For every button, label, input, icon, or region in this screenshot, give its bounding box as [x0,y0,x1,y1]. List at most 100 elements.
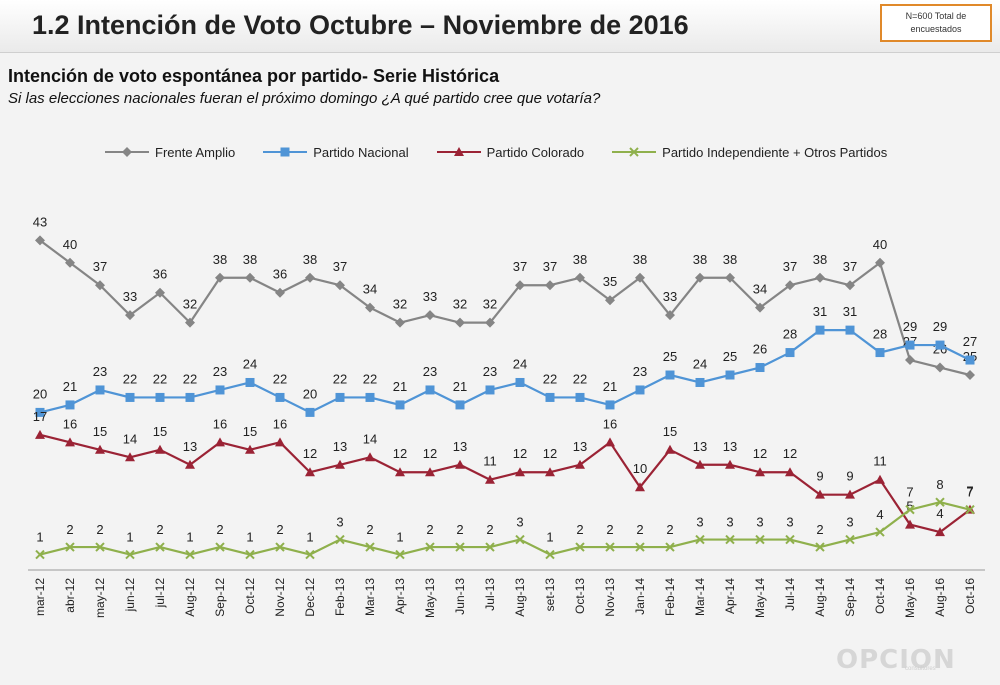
data-label: 11 [483,454,497,469]
x-tick-label: May-16 [903,578,917,618]
legend-item-partido-colorado: Partido Colorado [436,145,584,160]
data-label: 13 [333,439,347,454]
data-point-x [65,542,75,552]
data-label: 13 [573,439,587,454]
data-label: 16 [213,416,227,431]
data-label: 2 [636,522,643,537]
data-label: 4 [936,506,943,521]
data-point-square [965,355,975,365]
data-point-x [695,534,705,545]
data-point-diamond [455,317,465,328]
data-point-diamond [245,272,255,283]
data-label: 13 [723,439,737,454]
x-tick-label: May-13 [423,578,437,618]
data-point-diamond [95,280,105,291]
legend-item-frente-amplio: Frente Amplio [105,145,235,160]
data-point-triangle [305,467,315,477]
data-label: 37 [333,259,347,274]
data-label: 7 [966,484,973,499]
data-point-triangle [125,452,135,462]
data-point-x [125,549,135,560]
data-label: 3 [726,515,733,530]
data-label: 3 [516,515,523,530]
data-point-triangle [455,459,465,469]
data-point-square [125,392,135,402]
data-point-diamond [665,310,675,321]
data-label: 13 [693,439,707,454]
data-label: 37 [513,259,527,274]
data-point-diamond [965,370,975,380]
data-label: 16 [63,416,77,431]
data-label: 14 [363,431,377,446]
data-point-square [665,370,675,380]
data-label: 24 [513,356,527,371]
data-label: 1 [306,530,313,545]
x-tick-label: Dec-12 [303,578,317,617]
data-label: 2 [66,522,73,537]
data-point-triangle [335,459,345,469]
data-label: 27 [963,334,977,349]
data-point-diamond [185,317,195,328]
data-point-triangle [275,437,285,447]
data-point-diamond [635,272,645,283]
data-point-square [35,407,45,417]
data-label: 22 [363,371,377,386]
data-label: 2 [96,522,103,537]
data-label: 32 [183,297,197,312]
data-label: 12 [303,446,317,461]
data-point-diamond [935,362,945,373]
data-point-diamond [875,257,885,268]
data-label: 22 [543,371,557,386]
data-point-square [245,377,255,387]
data-point-square [305,407,315,417]
data-label: 23 [423,364,437,379]
data-point-square [695,377,705,387]
data-label: 34 [753,282,767,297]
data-point-x [305,549,315,560]
x-tick-label: Jan-14 [633,578,647,615]
data-point-triangle [635,482,645,492]
data-point-square [95,385,105,395]
data-point-x [635,542,645,552]
data-point-diamond [395,317,405,328]
data-point-square [275,392,285,402]
x-tick-label: Jul-13 [483,578,497,611]
data-label: 23 [93,364,107,379]
data-point-square [785,348,795,358]
data-label: 36 [273,267,287,282]
data-point-triangle [365,452,375,462]
data-point-square [545,392,555,402]
data-point-x [185,549,195,560]
data-point-x [275,542,285,552]
data-label: 38 [723,252,737,267]
chart-subtitle: Intención de voto espontánea por partido… [8,66,500,86]
data-point-triangle [605,437,615,447]
data-label: 38 [213,252,227,267]
x-tick-label: Apr-13 [393,578,407,614]
data-point-x [425,542,435,552]
x-tick-label: Aug-16 [933,578,947,617]
data-point-triangle [665,444,675,454]
x-tick-label: Jun-13 [453,578,467,615]
data-label: 14 [123,431,137,446]
legend-item-independiente: Partido Independiente + Otros Partidos [612,145,887,160]
x-tick-label: Sep-12 [213,578,227,617]
data-point-diamond [515,280,525,291]
data-point-x [965,504,975,515]
x-tick-label: Aug-12 [183,578,197,617]
data-label: 15 [243,424,257,439]
data-point-triangle [725,459,735,469]
data-label: 2 [216,522,223,537]
data-point-x [95,542,105,552]
data-point-diamond [815,272,825,283]
x-tick-label: Apr-14 [723,578,737,614]
data-point-diamond [845,280,855,291]
data-point-triangle [755,467,765,477]
data-point-diamond [605,295,615,306]
data-point-square [575,392,585,402]
data-label: 17 [33,409,47,424]
data-point-x [245,549,255,560]
data-label: 23 [633,364,647,379]
data-label: 31 [813,304,827,319]
data-point-x [575,542,585,552]
